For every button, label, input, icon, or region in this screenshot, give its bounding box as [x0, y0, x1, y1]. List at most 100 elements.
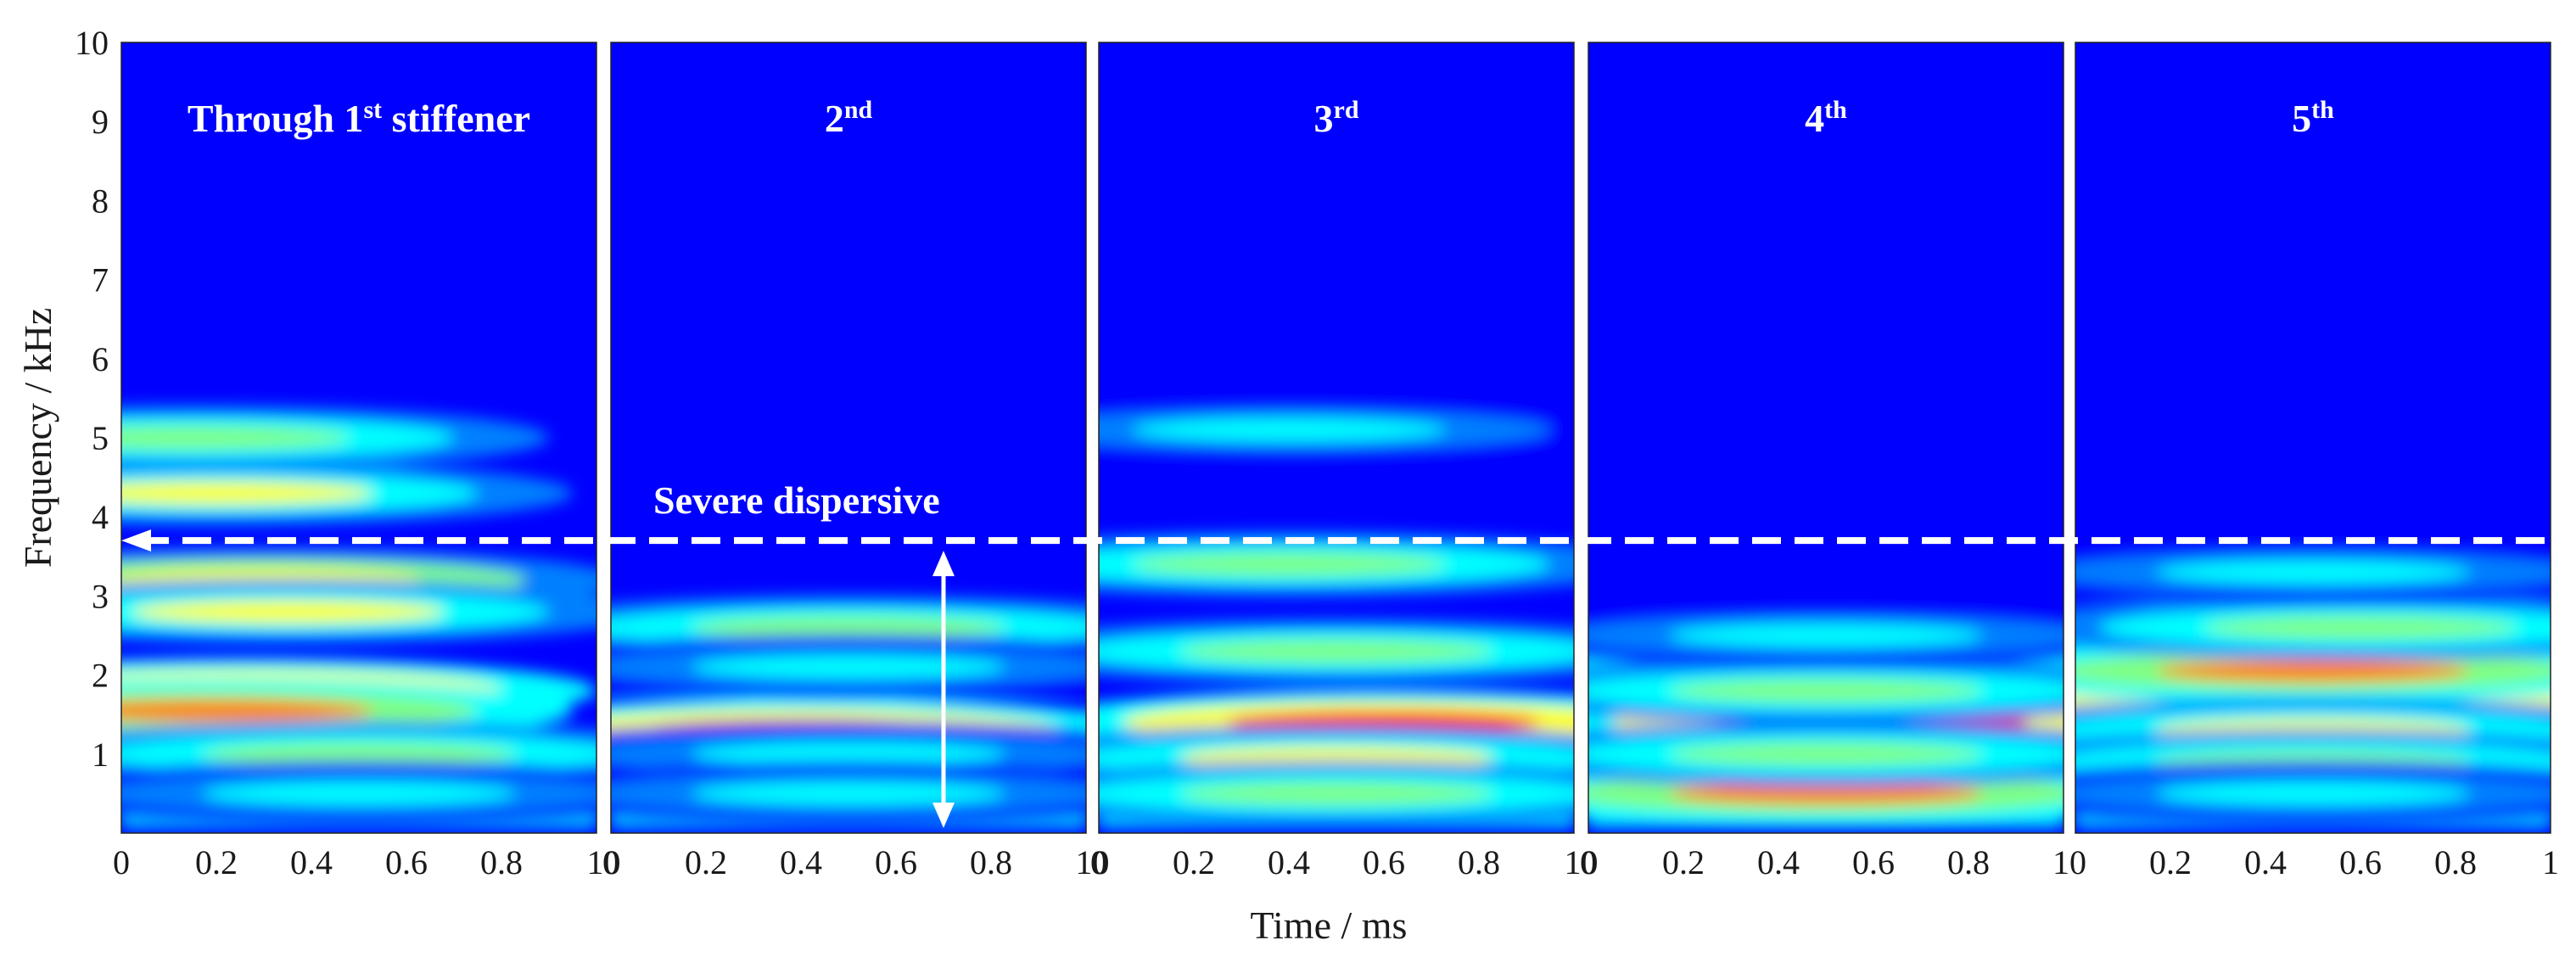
band-mark [1669, 782, 1983, 805]
x-tick-label: 10 [1565, 843, 1599, 881]
arrowhead-up-icon [932, 551, 955, 577]
panel-title-suffix: stiffener [382, 97, 530, 140]
severe-dispersive-label: Severe dispersive [653, 478, 940, 522]
band-mark [1132, 553, 1446, 576]
band-mark [121, 699, 373, 722]
y-tick-label: 9 [92, 103, 109, 141]
panel-title: 3rd [1314, 96, 1359, 140]
x-tick-label: 0 [602, 843, 619, 881]
x-tick-label: 0.8 [1458, 843, 1500, 881]
panel-frame [2075, 42, 2551, 834]
x-tick-label: 0.8 [2434, 843, 2477, 881]
panel-title-main: Through 1 [188, 97, 364, 140]
y-axis-title: Frequency / kHz [16, 308, 59, 568]
x-tick-label: 0 [1580, 843, 1597, 881]
panel-bands [2075, 540, 2551, 829]
panel-title-main: 3 [1314, 97, 1334, 140]
y-tick-label: 3 [92, 577, 109, 615]
band-mark [692, 656, 1005, 679]
band-mark [692, 742, 1005, 765]
panel-1: Through 1st stiffener [120, 42, 597, 834]
y-tick-label: 5 [92, 419, 109, 457]
x-tick-label: 10 [1076, 843, 1110, 881]
x-tick-label: 1 [2542, 843, 2559, 881]
x-tick-label: 10 [587, 843, 621, 881]
band-mark [2156, 561, 2470, 584]
panel-4: 4th [1588, 42, 2064, 834]
panel-3: 3rd [1098, 42, 1575, 834]
x-tick-label: 0.8 [480, 843, 523, 881]
x-tick-label: 0.6 [1363, 843, 1405, 881]
band-mark [1179, 640, 1493, 663]
panel-title-sup: th [2311, 96, 2334, 124]
panel-bands [611, 595, 1086, 829]
panel-frame [610, 42, 1087, 834]
x-tick-label: 0.4 [290, 843, 333, 881]
x-tick-label: 10 [2052, 843, 2086, 881]
panel-title: 5th [2292, 96, 2334, 140]
x-axis-title: Time / ms [1251, 904, 1408, 947]
x-tick-label: 0.4 [1757, 843, 1800, 881]
x-tick-label: 0.2 [195, 843, 238, 881]
x-tick-label: 0 [1090, 843, 1107, 881]
x-tick-label: 0.2 [685, 843, 727, 881]
y-tick-label: 8 [92, 182, 109, 220]
band-mark [2204, 616, 2517, 639]
panel-title-sup: rd [1334, 96, 1359, 124]
band-mark [202, 742, 516, 765]
x-tick-label: 0.4 [1268, 843, 1310, 881]
panels: Through 1st stiffener 2nd 3rd 4th 5th [120, 42, 2551, 834]
panel-title: Through 1st stiffener [188, 96, 530, 140]
panel-bands [1099, 397, 1574, 829]
x-tick-label: 0.4 [2244, 843, 2287, 881]
band-mark [2156, 659, 2470, 682]
panel-title: 4th [1805, 96, 1847, 140]
y-tick-label: 7 [92, 261, 109, 299]
y-tick-label: 2 [92, 657, 109, 695]
panel-frame [1098, 42, 1575, 834]
y-axis: 1 2 3 4 5 6 7 8 9 10 [75, 24, 109, 774]
band-mark [2156, 782, 2470, 805]
panel-title: 2nd [825, 96, 873, 140]
band-mark [1669, 624, 1983, 646]
x-tick-label: 0.6 [385, 843, 428, 881]
band-mark [121, 427, 350, 449]
x-tick-label: 0.2 [1173, 843, 1215, 881]
band-mark [1132, 418, 1446, 441]
panel-title-main: 2 [825, 97, 844, 140]
x-tick-label: 0.6 [2339, 843, 2382, 881]
x-tick-label: 0.2 [1662, 843, 1705, 881]
panel-title-sup: th [1824, 96, 1847, 124]
band-mark [202, 782, 516, 805]
x-tick-label: 0.6 [875, 843, 917, 881]
x-tick-label: 0.8 [1947, 843, 1990, 881]
y-tick-label: 4 [92, 498, 109, 536]
panel-bands [1588, 603, 2064, 829]
band-mark [121, 482, 373, 505]
panel-title-sup: st [363, 96, 382, 124]
band-mark [1669, 680, 1983, 702]
x-axis: 0 0.2 0.4 0.6 0.8 0 0.2 0.4 0.6 0.8 0 0.2 0.4 0.6 0.8 0… [113, 843, 2559, 881]
band-mark [1669, 742, 1983, 765]
x-tick-label: 0.6 [1852, 843, 1895, 881]
band-mark [131, 601, 445, 624]
band-mark [692, 616, 1005, 639]
y-tick-label: 6 [92, 340, 109, 378]
panel-5: 5th [2075, 42, 2551, 834]
arrowhead-left-icon [121, 529, 151, 552]
x-tick-label: 0.2 [2149, 843, 2192, 881]
panel-title-main: 4 [1805, 97, 1824, 140]
panel-2: 2nd [610, 42, 1087, 834]
band-mark [692, 782, 1005, 805]
x-tick-label: 0.8 [970, 843, 1012, 881]
x-tick-label: 0.4 [780, 843, 822, 881]
overlay: Severe dispersive [121, 478, 2571, 828]
panel-title-main: 5 [2292, 97, 2311, 140]
y-tick-label: 10 [75, 24, 109, 62]
band-mark [1179, 782, 1493, 805]
panel-title-sup: nd [844, 96, 873, 124]
x-tick-label: 0 [113, 843, 130, 881]
arrowhead-down-icon [932, 803, 955, 828]
panel-frame [1588, 42, 2064, 834]
